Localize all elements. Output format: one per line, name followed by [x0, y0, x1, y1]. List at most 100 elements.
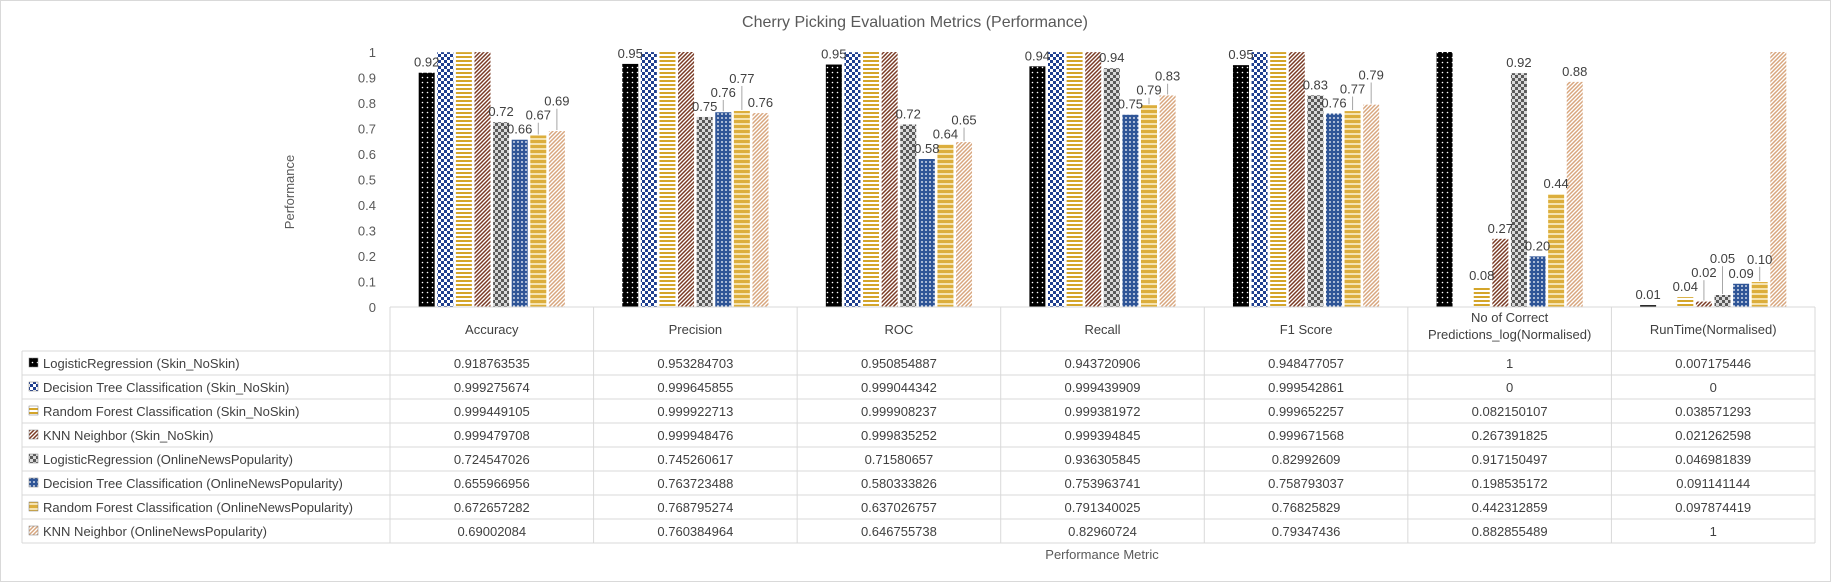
data-table: Accuracy Precision ROC Recall F1 Score No of … [21, 306, 1816, 544]
data-label: 0.76 [1321, 96, 1346, 111]
data-label: 0.10 [1747, 252, 1772, 267]
bar [1510, 73, 1527, 307]
data-label: 0.05 [1710, 251, 1735, 266]
table-cell: 0.646755738 [861, 524, 937, 539]
bar [1307, 95, 1324, 308]
table-cell: 0.046981839 [1675, 452, 1751, 467]
category-label: ROC [884, 322, 913, 337]
y-tick-label: 0.8 [358, 96, 376, 111]
table-cell: 0.999394845 [1065, 428, 1141, 443]
y-tick-label: 0.9 [358, 71, 376, 86]
data-label: 0.95 [821, 47, 846, 62]
bar [881, 52, 898, 307]
table-cell: 0.198535172 [1472, 476, 1548, 491]
table-cell: 1 [1506, 356, 1513, 371]
bar [825, 64, 842, 307]
data-label: 0.02 [1691, 265, 1716, 280]
bar [956, 142, 973, 307]
legend-series-name: KNN Neighbor (OnlineNewsPopularity) [43, 524, 267, 539]
legend-series-name: LogisticRegression (OnlineNewsPopularity… [43, 452, 293, 467]
table-cell: 1 [1710, 524, 1717, 539]
y-tick-label: 0.1 [358, 275, 376, 290]
bar [1103, 68, 1120, 308]
y-tick-label: 0.5 [358, 173, 376, 188]
bar [1029, 66, 1046, 307]
table-cell: 0.999652257 [1268, 404, 1344, 419]
table-cell: 0.672657282 [454, 500, 530, 515]
table-cell: 0.655966956 [454, 476, 530, 491]
data-label: 0.75 [1118, 97, 1143, 112]
data-label: 0.64 [933, 127, 958, 142]
bar [733, 110, 750, 308]
y-tick-label: 0.3 [358, 224, 376, 239]
y-tick-label: 0.4 [358, 198, 376, 213]
category-label: Recall [1084, 322, 1120, 337]
table-cell: 0.999381972 [1065, 404, 1141, 419]
bar [455, 52, 472, 307]
category-label: Precision [669, 322, 722, 337]
table-cell: 0.763723488 [657, 476, 733, 491]
bar [1288, 52, 1305, 307]
bar [1325, 113, 1342, 307]
data-label: 0.77 [729, 71, 754, 86]
bar [918, 159, 935, 307]
data-label: 0.92 [1506, 55, 1531, 70]
bar [1436, 52, 1453, 307]
table-cell: 0.724547026 [454, 452, 530, 467]
data-label: 0.75 [692, 99, 717, 114]
table-cell: 0.918763535 [454, 356, 530, 371]
bar [622, 63, 639, 307]
y-tick-label: 0.6 [358, 147, 376, 162]
data-label: 0.92 [414, 55, 439, 70]
table-cell: 0.999479708 [454, 428, 530, 443]
table-cell: 0.999439909 [1065, 380, 1141, 395]
table-cell: 0.999542861 [1268, 380, 1344, 395]
data-label: 0.09 [1728, 266, 1753, 281]
bar [511, 139, 528, 307]
data-label: 0.65 [951, 113, 976, 128]
bar [1122, 114, 1139, 308]
bar [678, 52, 695, 308]
y-tick-label: 0.7 [358, 122, 376, 137]
bar [548, 131, 565, 307]
table-cell: 0.791340025 [1065, 500, 1141, 515]
table-cell: 0.71580657 [865, 452, 934, 467]
data-label: 0.79 [1136, 83, 1161, 98]
table-cell: 0.999275674 [454, 380, 530, 395]
category-label: F1 Score [1280, 322, 1333, 337]
bar [493, 122, 510, 308]
bar [640, 52, 657, 308]
data-label: 0.88 [1562, 64, 1587, 79]
table-cell: 0.76825829 [1272, 500, 1341, 515]
table-cell: 0.038571293 [1675, 404, 1751, 419]
data-label: 0.95 [618, 46, 643, 61]
legend-series-name: Random Forest Classification (OnlineNews… [43, 500, 353, 515]
legend-series-name: Random Forest Classification (Skin_NoSki… [43, 404, 299, 419]
bar [1473, 286, 1490, 307]
bar [1751, 282, 1768, 307]
y-axis-ticks: 0 0.1 0.2 0.3 0.4 0.5 0.6 0.7 0.8 0.9 1 [358, 45, 376, 315]
category-label: Predictions_log(Normalised) [1428, 327, 1591, 342]
table-cell: 0.950854887 [861, 356, 937, 371]
data-label: 0.01 [1635, 287, 1660, 302]
table-cell: 0.999044342 [861, 380, 937, 395]
data-label-group: 0.92 0.95 0.95 0.94 0.95 0.01 0.08 0.04 0.27 0.02… [414, 46, 1772, 302]
table-cell: 0 [1506, 380, 1513, 395]
table-cell: 0.999645855 [657, 380, 733, 395]
table-cell: 0.637026757 [861, 500, 937, 515]
table-cell: 0.091141144 [1676, 476, 1750, 491]
category-label: RunTime(Normalised) [1650, 322, 1777, 337]
legend-key [28, 453, 39, 464]
data-label: 0.79 [1359, 68, 1384, 83]
data-label: 0.72 [488, 104, 513, 119]
table-cell: 0.948477057 [1268, 356, 1344, 371]
table-cell: 0.007175446 [1675, 356, 1751, 371]
bar [1714, 295, 1731, 307]
data-label: 0.76 [711, 85, 736, 100]
table-cell: 0.953284703 [657, 356, 733, 371]
bar [1066, 52, 1083, 307]
table-cell: 0.999948476 [657, 428, 733, 443]
table-cell: 0.999835252 [861, 428, 937, 443]
bar [1733, 283, 1750, 307]
